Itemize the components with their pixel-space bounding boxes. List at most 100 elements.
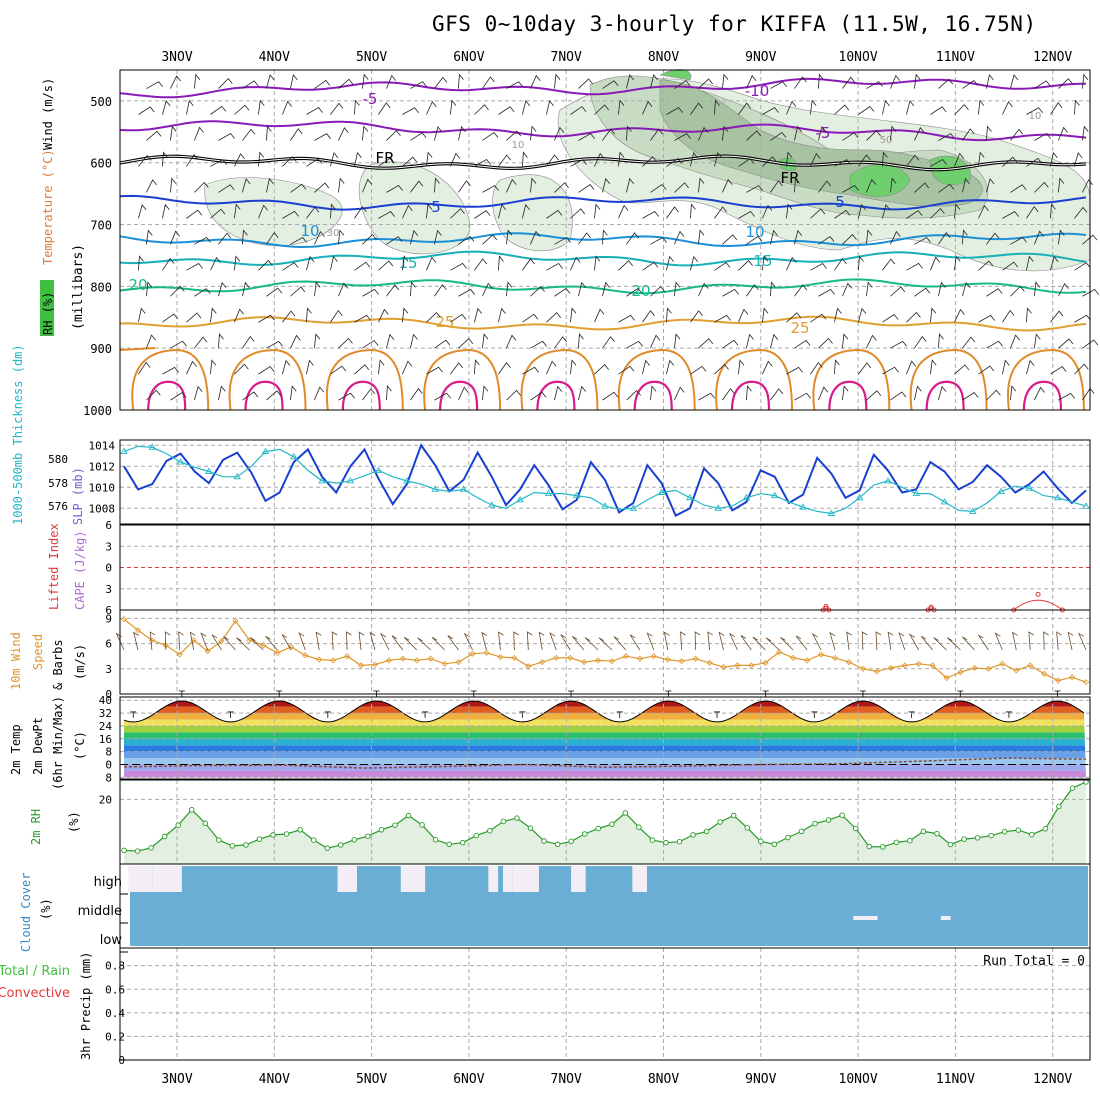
wind-barb (218, 281, 227, 297)
wind-barb (234, 308, 244, 323)
wind10-barb (920, 635, 933, 651)
wind-barb (530, 125, 537, 141)
wind-barb (402, 107, 419, 115)
rh2m-marker (690, 832, 696, 838)
wind-barb (354, 151, 362, 167)
wind-barb (1034, 80, 1051, 89)
wind10-barb (403, 636, 418, 651)
wind-barb (666, 255, 674, 271)
wind10-barb (164, 631, 171, 651)
wind-barb (314, 230, 325, 245)
wind-barb (362, 388, 376, 401)
temp-band (124, 751, 1086, 759)
contour-label: 50 (880, 135, 893, 146)
wind-barb (602, 336, 615, 349)
wind10-marker (1027, 662, 1034, 669)
wind-barb (506, 389, 521, 401)
wind-barb (978, 151, 985, 167)
thickness-marker (233, 472, 241, 480)
wind-barb (666, 307, 672, 323)
wind-barb (234, 203, 241, 219)
rh2m-label: 2m RH (29, 809, 43, 845)
temp-tick: 8 (105, 746, 112, 759)
wind-barb (546, 312, 562, 323)
wind-barb (378, 157, 395, 167)
wind-barb (842, 184, 859, 193)
wind-barb (962, 128, 975, 141)
thickness-marker (742, 493, 751, 501)
wind-barb (674, 80, 691, 89)
wind-barb (770, 333, 779, 349)
wind-barb (290, 128, 303, 141)
wind10-barb (1056, 631, 1062, 651)
wind-barb (698, 126, 709, 141)
wind-barb (722, 339, 739, 349)
wind10-barb (933, 637, 947, 651)
wind10-marker (148, 637, 155, 644)
wind-barb (218, 184, 235, 193)
wind-barb (794, 339, 811, 349)
wind-barb (530, 286, 545, 297)
date-label-bottom: 3NOV (161, 1072, 192, 1087)
temperature-label: Temperature (°C) (41, 149, 55, 265)
thickness-marker (969, 507, 977, 514)
wind-barb (506, 281, 513, 297)
wind-barb (698, 229, 705, 245)
pressure-tick: 500 (90, 95, 112, 109)
rh2m-marker (907, 837, 913, 844)
wind-barb (810, 262, 827, 271)
wind-barb (410, 333, 418, 349)
wind10-barb (481, 631, 488, 651)
wind-barb (906, 360, 917, 375)
wind-barb (666, 158, 683, 167)
rh2m-marker (744, 825, 751, 831)
wind10-marker (330, 657, 337, 664)
thickness-marker (1082, 502, 1090, 509)
wind10-label: 10m Wind (9, 632, 23, 690)
cloud-mid-gap (940, 916, 951, 920)
boundary-isotherm (423, 348, 502, 411)
wind-barb (938, 78, 954, 89)
wind-barb (266, 125, 272, 141)
wind-barb (1058, 229, 1065, 245)
wind-barb (978, 99, 985, 115)
wind-barb (578, 232, 591, 245)
wind10-barb (358, 631, 365, 651)
wind-barb (650, 236, 667, 245)
wind-barb (746, 75, 757, 89)
thickness-tick: 580 (48, 453, 68, 466)
rh2m-marker (175, 822, 181, 828)
wind-barb (770, 229, 778, 245)
chart-title: GFS 0~10day 3-hourly for KIFFA (11.5W, 1… (432, 12, 1037, 36)
wind-barb (290, 286, 306, 297)
wind-barb (546, 99, 554, 115)
wind-barb (738, 260, 753, 271)
wind-barb (890, 391, 907, 401)
temp-tick: 16 (99, 733, 112, 746)
rh2m-marker (473, 832, 480, 839)
wind10-marker (1055, 677, 1062, 684)
wind-barb (410, 229, 419, 245)
wind-barb (906, 311, 921, 323)
wind-barb (426, 256, 437, 271)
wind-barb (498, 203, 507, 219)
wind-barb (410, 281, 416, 297)
cloud-high-gap (512, 866, 539, 892)
thickness-marker (770, 491, 779, 499)
wind10-marker (371, 661, 379, 668)
wind10-marker (818, 651, 825, 658)
wind-barb (842, 132, 859, 141)
date-label-bottom: 10NOV (839, 1072, 878, 1087)
wind-barb (770, 81, 787, 89)
dewpt-label: 2m DewPt (31, 717, 45, 775)
boundary-isotherm (617, 348, 696, 411)
precip-label: 3hr Precip (mm) (79, 952, 93, 1060)
date-label-bottom: 4NOV (259, 1072, 290, 1087)
wind-barb (698, 392, 715, 401)
wind10-marker (357, 662, 365, 669)
date-label-bottom: 11NOV (936, 1072, 975, 1087)
wind10-marker (399, 655, 406, 662)
wind-barb (882, 314, 899, 323)
wind-barb (626, 74, 635, 89)
wind-barb (818, 386, 829, 401)
